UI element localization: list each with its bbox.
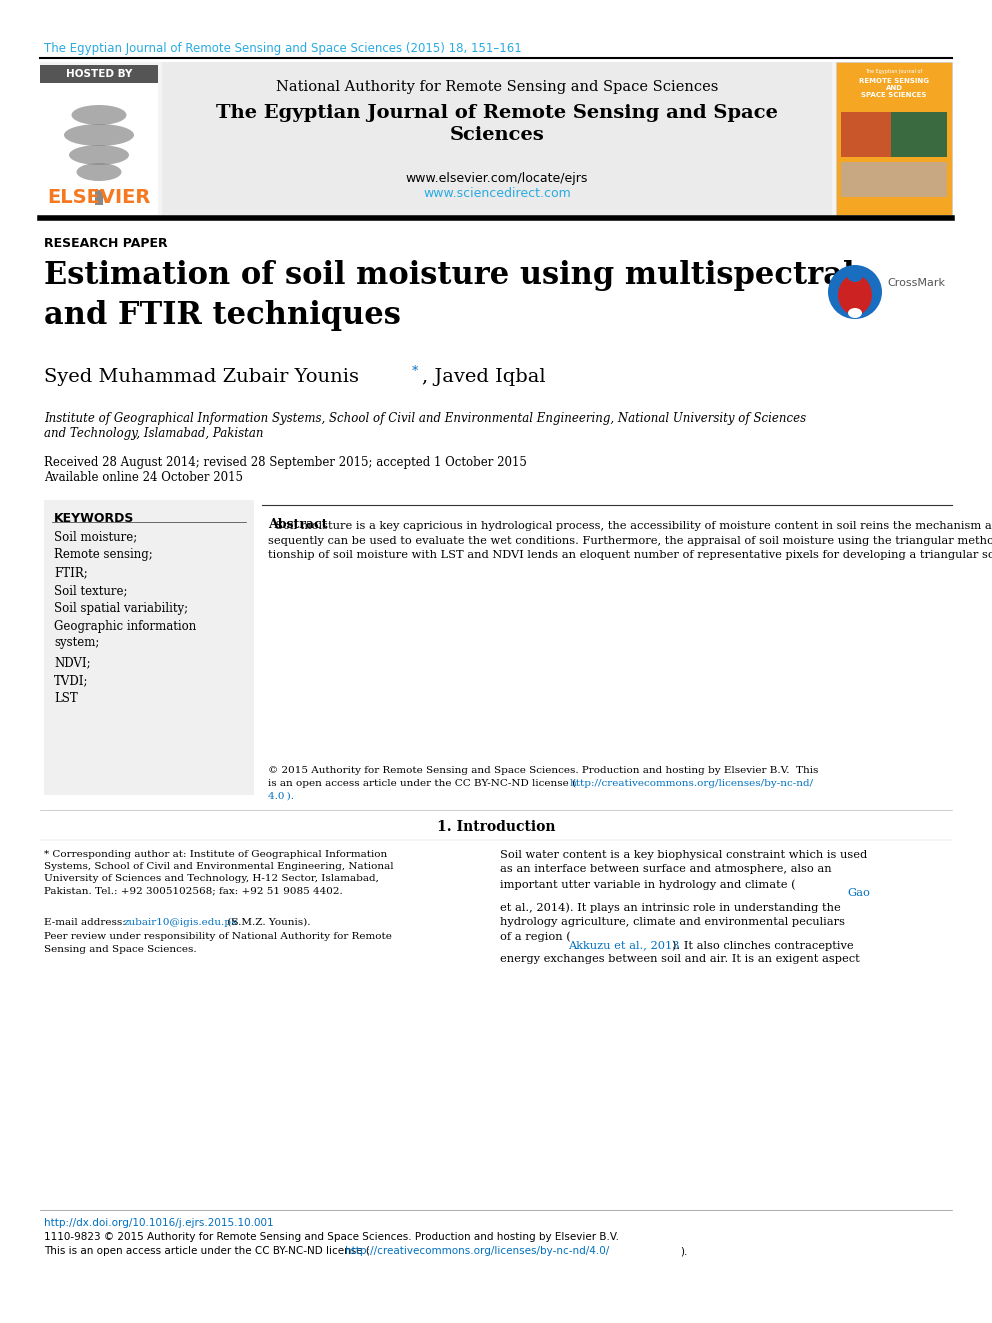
Text: Gao: Gao bbox=[847, 888, 870, 898]
Text: (S.M.Z. Younis).: (S.M.Z. Younis). bbox=[224, 918, 310, 927]
Text: Peer review under responsibility of National Authority for Remote: Peer review under responsibility of Nati… bbox=[44, 931, 392, 941]
Text: © 2015 Authority for Remote Sensing and Space Sciences. Production and hosting b: © 2015 Authority for Remote Sensing and … bbox=[268, 766, 818, 775]
Text: E-mail address:: E-mail address: bbox=[44, 918, 129, 927]
Text: KEYWORDS: KEYWORDS bbox=[54, 512, 134, 525]
Text: NDVI;: NDVI; bbox=[54, 656, 90, 669]
FancyBboxPatch shape bbox=[841, 112, 947, 157]
Ellipse shape bbox=[847, 269, 863, 282]
Text: CrossMark: CrossMark bbox=[887, 278, 945, 288]
Text: Sensing and Space Sciences.: Sensing and Space Sciences. bbox=[44, 945, 196, 954]
Text: Institute of Geographical Information Systems, School of Civil and Environmental: Institute of Geographical Information Sy… bbox=[44, 411, 806, 425]
Text: Available online 24 October 2015: Available online 24 October 2015 bbox=[44, 471, 243, 484]
Text: Geographic information
system;: Geographic information system; bbox=[54, 620, 196, 650]
Text: *: * bbox=[412, 365, 419, 378]
Text: HOSTED BY: HOSTED BY bbox=[65, 69, 132, 79]
Text: FTIR;: FTIR; bbox=[54, 566, 87, 579]
Ellipse shape bbox=[69, 146, 129, 165]
Text: ELSEVIER: ELSEVIER bbox=[48, 188, 151, 206]
FancyBboxPatch shape bbox=[40, 62, 952, 216]
Text: and FTIR techniques: and FTIR techniques bbox=[44, 300, 401, 331]
Text: Received 28 August 2014; revised 28 September 2015; accepted 1 October 2015: Received 28 August 2014; revised 28 Sept… bbox=[44, 456, 527, 468]
Ellipse shape bbox=[828, 265, 882, 319]
Text: www.sciencedirect.com: www.sciencedirect.com bbox=[424, 187, 570, 200]
Text: The Egyptian Journal of Remote Sensing and Space Sciences (2015) 18, 151–161: The Egyptian Journal of Remote Sensing a… bbox=[44, 42, 522, 56]
Text: Remote sensing;: Remote sensing; bbox=[54, 548, 153, 561]
Text: et al., 2014). It plays an intrinsic role in understanding the
hydrology agricul: et al., 2014). It plays an intrinsic rol… bbox=[500, 902, 845, 942]
Text: RESEARCH PAPER: RESEARCH PAPER bbox=[44, 237, 168, 250]
Text: Soil texture;: Soil texture; bbox=[54, 583, 128, 597]
Text: www.elsevier.com/locate/ejrs: www.elsevier.com/locate/ejrs bbox=[406, 172, 588, 185]
Text: National Authority for Remote Sensing and Space Sciences: National Authority for Remote Sensing an… bbox=[276, 79, 718, 94]
Text: ).: ). bbox=[680, 1246, 687, 1256]
Text: http://creativecommons.org/licenses/by-nc-nd/4.0/: http://creativecommons.org/licenses/by-n… bbox=[345, 1246, 609, 1256]
Text: http://dx.doi.org/10.1016/j.ejrs.2015.10.001: http://dx.doi.org/10.1016/j.ejrs.2015.10… bbox=[44, 1218, 274, 1228]
FancyBboxPatch shape bbox=[44, 500, 254, 795]
Text: zubair10@igis.edu.pk: zubair10@igis.edu.pk bbox=[124, 918, 238, 927]
Text: LST: LST bbox=[54, 692, 77, 705]
Text: , Javed Iqbal: , Javed Iqbal bbox=[422, 368, 546, 386]
Text: Estimation of soil moisture using multispectral: Estimation of soil moisture using multis… bbox=[44, 261, 854, 291]
Text: 1110-9823 © 2015 Authority for Remote Sensing and Space Sciences. Production and: 1110-9823 © 2015 Authority for Remote Se… bbox=[44, 1232, 619, 1242]
FancyBboxPatch shape bbox=[162, 62, 832, 216]
Text: Soil spatial variability;: Soil spatial variability; bbox=[54, 602, 188, 615]
Text: Syed Muhammad Zubair Younis: Syed Muhammad Zubair Younis bbox=[44, 368, 359, 386]
Ellipse shape bbox=[76, 163, 121, 181]
Text: ). It also clinches contraceptive: ). It also clinches contraceptive bbox=[672, 941, 854, 950]
Ellipse shape bbox=[71, 105, 127, 124]
Text: * Corresponding author at: Institute of Geographical Information
Systems, School: * Corresponding author at: Institute of … bbox=[44, 849, 394, 896]
FancyBboxPatch shape bbox=[841, 161, 947, 197]
Ellipse shape bbox=[838, 275, 872, 315]
Text: 4.0 ).: 4.0 ). bbox=[268, 792, 294, 800]
Text: Abstract: Abstract bbox=[268, 519, 327, 531]
FancyBboxPatch shape bbox=[40, 65, 158, 83]
Text: This is an open access article under the CC BY-NC-ND license (: This is an open access article under the… bbox=[44, 1246, 370, 1256]
Text: REMOTE SENSING
AND
SPACE SCIENCES: REMOTE SENSING AND SPACE SCIENCES bbox=[859, 78, 929, 98]
Text: Soil moisture;: Soil moisture; bbox=[54, 531, 137, 542]
Text: TVDI;: TVDI; bbox=[54, 673, 88, 687]
FancyBboxPatch shape bbox=[841, 112, 891, 157]
Text: Soil water content is a key biophysical constraint which is used
as an interface: Soil water content is a key biophysical … bbox=[500, 849, 867, 889]
Text: is an open access article under the CC BY-NC-ND license (: is an open access article under the CC B… bbox=[268, 779, 576, 789]
FancyBboxPatch shape bbox=[95, 191, 103, 205]
Text: and Technology, Islamabad, Pakistan: and Technology, Islamabad, Pakistan bbox=[44, 427, 264, 441]
Text: The Egyptian Journal of: The Egyptian Journal of bbox=[865, 69, 923, 74]
Text: 1. Introduction: 1. Introduction bbox=[436, 820, 556, 833]
Text: energy exchanges between soil and air. It is an exigent aspect: energy exchanges between soil and air. I… bbox=[500, 954, 860, 964]
Ellipse shape bbox=[848, 308, 862, 318]
Text: Akkuzu et al., 2013: Akkuzu et al., 2013 bbox=[568, 941, 680, 950]
Text: The Egyptian Journal of Remote Sensing and Space
Sciences: The Egyptian Journal of Remote Sensing a… bbox=[216, 105, 778, 144]
Text: Soil moisture is a key capricious in hydrological process, the accessibility of : Soil moisture is a key capricious in hyd… bbox=[268, 520, 992, 560]
Text: http://creativecommons.org/licenses/by-nc-nd/: http://creativecommons.org/licenses/by-n… bbox=[570, 779, 814, 789]
FancyBboxPatch shape bbox=[40, 83, 158, 216]
FancyBboxPatch shape bbox=[836, 62, 952, 216]
Ellipse shape bbox=[64, 124, 134, 146]
